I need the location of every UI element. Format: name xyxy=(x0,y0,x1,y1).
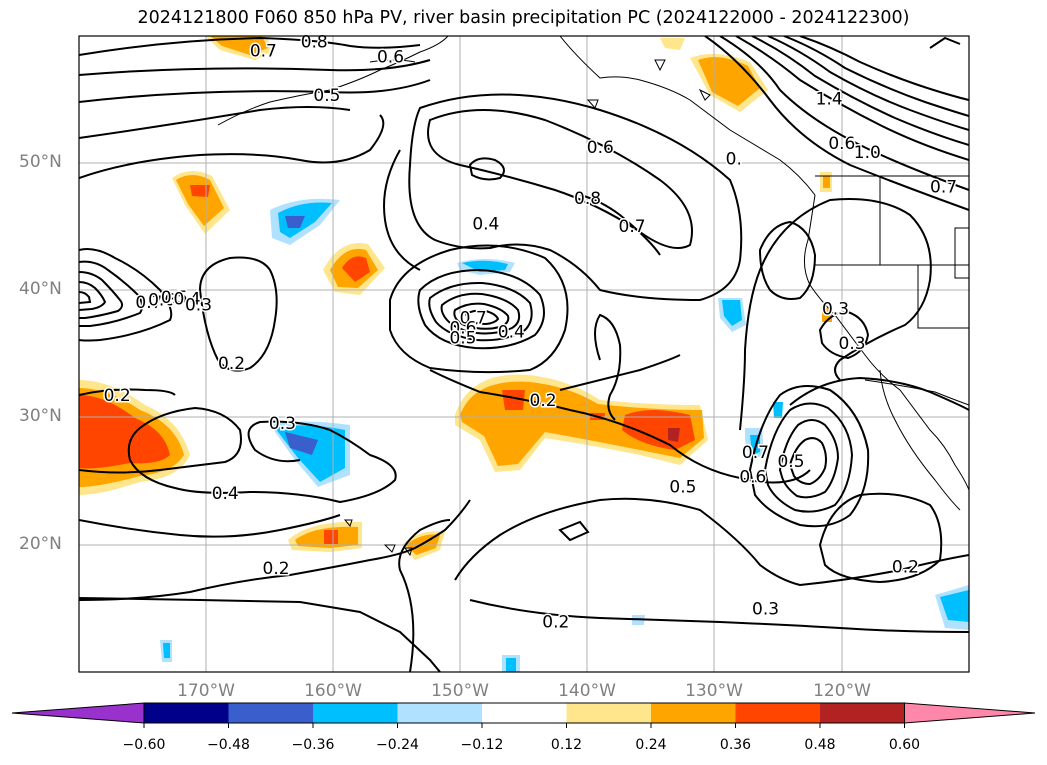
contour-label: 0.2 xyxy=(530,391,557,411)
colorbar-swatch xyxy=(482,703,567,723)
map-title: 2024121800 F060 850 hPa PV, river basin … xyxy=(137,8,910,28)
contour-label: 0.5 xyxy=(669,478,696,498)
colorbar-extend-high xyxy=(904,702,1036,724)
colorbar-swatch xyxy=(397,703,482,723)
colorbar-label: −0.48 xyxy=(207,737,250,753)
lon-tick-label: 120°W xyxy=(813,681,871,701)
lat-tick-label: 40°N xyxy=(19,279,62,299)
contour-label: 0.4 xyxy=(472,214,499,234)
contour-label: 0.3 xyxy=(839,334,866,354)
colorbar-swatch xyxy=(651,703,736,723)
contour-label: 0.6 xyxy=(587,138,614,158)
contour-label: 0.6 xyxy=(377,48,404,68)
contour-label: 0.6 xyxy=(739,467,766,487)
colorbar-label: 0.48 xyxy=(804,737,836,753)
contour-label: 0.3 xyxy=(822,299,849,319)
pv-contours xyxy=(79,36,969,672)
colorbar-label: 0.36 xyxy=(719,737,752,753)
colorbar-swatch xyxy=(228,703,313,723)
contour-label: 0.8 xyxy=(301,32,328,52)
lon-tick-label: 170°W xyxy=(177,681,235,701)
contour-label: 0.2 xyxy=(218,354,245,374)
contour-label: 0.5 xyxy=(449,329,476,349)
contour-label: 0.3 xyxy=(185,296,212,316)
colorbar-swatch xyxy=(566,703,651,723)
contour-label: 0.2 xyxy=(104,386,131,406)
contour-label: 0.2 xyxy=(892,558,919,578)
lon-tick-label: 140°W xyxy=(558,681,616,701)
contour-label: 0.2 xyxy=(542,612,569,632)
lon-tick-label: 160°W xyxy=(304,681,362,701)
colorbar-label: −0.60 xyxy=(122,737,166,753)
colorbar-swatch xyxy=(735,703,820,723)
colorbar-swatch xyxy=(144,703,229,723)
contour-label: 0.7 xyxy=(135,293,162,313)
colorbar-swatch xyxy=(313,703,398,723)
contour-label: 1.4 xyxy=(816,90,843,110)
colorbar-extend-low xyxy=(11,702,145,724)
contour-label: 0.6 xyxy=(148,291,175,311)
contour-label: 0.8 xyxy=(574,189,601,209)
contour-label: 0.4 xyxy=(174,289,201,309)
contour-label: 0.7 xyxy=(930,177,957,197)
colorbar-label: 0.12 xyxy=(550,737,583,753)
colorbar-label: −0.36 xyxy=(291,737,335,753)
contour-label: 0.3 xyxy=(752,600,779,620)
colorbar-swatch xyxy=(820,703,905,723)
contour-label: 0.7 xyxy=(742,443,769,463)
lat-tick-label: 50°N xyxy=(19,152,62,172)
colorbar-label: 0.24 xyxy=(635,737,667,753)
contour-label: 0.7 xyxy=(460,308,487,328)
contour-label: 0.3 xyxy=(269,414,296,434)
contour-labels: 0.7 0.80.60.50.60.80.70.40.70.60.50.40.30… xyxy=(102,31,958,634)
contour-label: 1.0 xyxy=(854,143,881,163)
contour-label: 0.6 xyxy=(449,319,476,339)
colorbar-label: 0.60 xyxy=(888,737,921,753)
plot-frame xyxy=(78,35,970,673)
map-plot[interactable]: 0.7 0.80.60.50.60.80.70.40.70.60.50.40.30… xyxy=(0,0,1047,700)
precip-shading xyxy=(79,36,969,672)
contour-label: 0.4 xyxy=(212,484,239,504)
contour-label: 0.5 xyxy=(161,288,188,308)
coastlines xyxy=(217,36,969,557)
contour-label: 0.7 xyxy=(250,41,277,61)
contour-label: 0.6 xyxy=(828,134,855,154)
contour-label: 0.2 xyxy=(263,559,290,579)
colorbar-label: −0.12 xyxy=(460,737,504,753)
lat-tick-label: 30°N xyxy=(19,406,62,426)
contour-label: 0. xyxy=(726,149,742,169)
colorbar xyxy=(11,702,1036,728)
contour-label: 0.5 xyxy=(777,452,804,472)
lon-tick-label: 130°W xyxy=(685,681,743,701)
contour-label: 0.7 xyxy=(619,217,646,237)
colorbar-label: −0.24 xyxy=(376,737,419,753)
lon-tick-label: 150°W xyxy=(431,681,489,701)
ocean-background xyxy=(79,36,969,672)
contour-label: 0.5 xyxy=(313,86,340,106)
lat-tick-label: 20°N xyxy=(19,534,62,554)
contour-label: 0.4 xyxy=(498,322,525,342)
